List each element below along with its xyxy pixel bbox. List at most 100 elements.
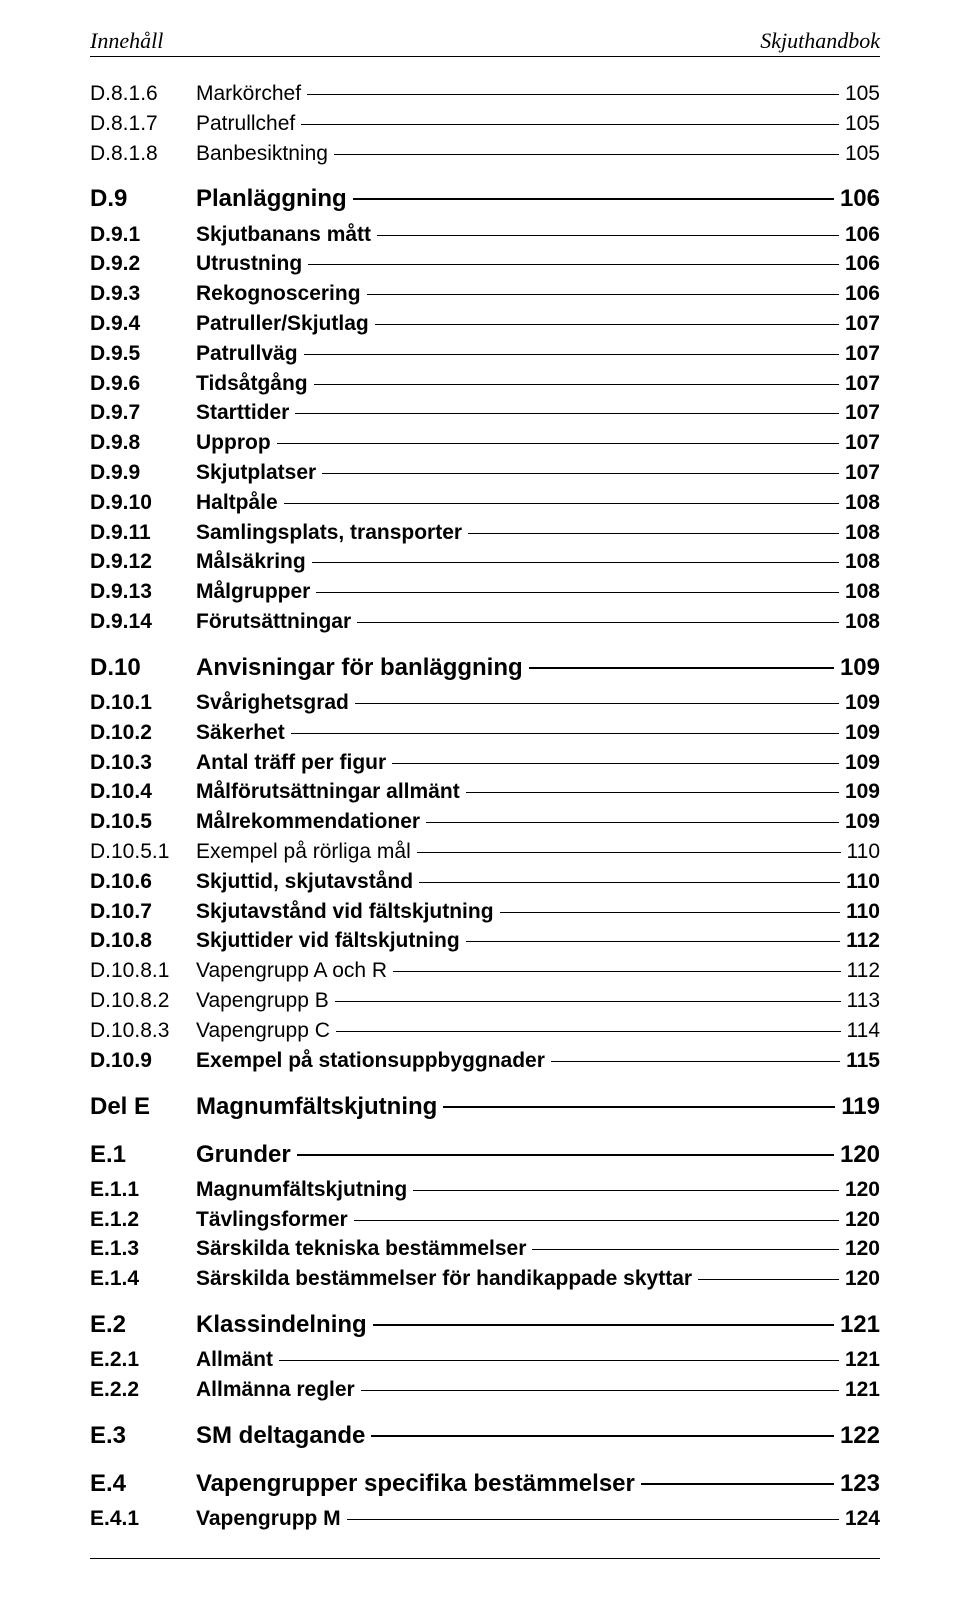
toc-section-number: D.10.4 (90, 777, 196, 807)
toc-row: D.10.3Antal träff per figur109 (90, 748, 880, 778)
toc-page-number: 108 (841, 488, 880, 518)
toc-leader-line (314, 384, 839, 385)
toc-page-number: 108 (841, 607, 880, 637)
toc-row: D.9.12Målsäkring108 (90, 547, 880, 577)
toc-leader-line (354, 1220, 839, 1221)
toc-section-title: Banbesiktning (196, 139, 332, 169)
toc-page-number: 112 (843, 956, 880, 986)
toc-leader-line (413, 1190, 839, 1191)
toc-page-number: 124 (841, 1504, 880, 1534)
toc-section-number: Del E (90, 1090, 196, 1124)
toc-section-number: D.9.14 (90, 607, 196, 637)
toc-section-number: D.10.5 (90, 807, 196, 837)
toc-leader-line (304, 354, 839, 355)
toc-row: D.9.3Rekognoscering106 (90, 279, 880, 309)
toc-section-title: Allmänt (196, 1345, 277, 1375)
toc-row: E.2Klassindelning121 (90, 1308, 880, 1342)
toc-leader-line (426, 822, 839, 823)
toc-list: D.8.1.6Markörchef 105D.8.1.7Patrullchef10… (90, 79, 880, 1534)
toc-section-number: D.10.1 (90, 688, 196, 718)
toc-row: D.9.1Skjutbanans mått106 (90, 220, 880, 250)
toc-section-title: Magnumfältskjutning (196, 1090, 441, 1124)
toc-leader-line (500, 912, 841, 913)
toc-row: D.10.7Skjutavstånd vid fältskjutning110 (90, 897, 880, 927)
toc-page-number: 105 (841, 139, 880, 169)
toc-section-title: Haltpåle (196, 488, 282, 518)
toc-section-title: Vapengrupp C (196, 1016, 334, 1046)
toc-leader-line (443, 1106, 835, 1108)
toc-section-title: Tävlingsformer (196, 1205, 352, 1235)
toc-row: D.9.7Starttider107 (90, 398, 880, 428)
toc-row: D.9.8Upprop107 (90, 428, 880, 458)
toc-row: E.1.1Magnumfältskjutning120 (90, 1175, 880, 1205)
toc-leader-line (297, 1154, 834, 1156)
toc-section-title: Rekognoscering (196, 279, 365, 309)
toc-section-title: Markörchef (196, 79, 305, 109)
toc-section-number: E.4 (90, 1467, 196, 1501)
toc-section-title: Skjutplatser (196, 458, 320, 488)
toc-section-title: Anvisningar för banläggning (196, 651, 527, 685)
toc-section-title: Svårighetsgrad (196, 688, 353, 718)
toc-leader-line (347, 1519, 839, 1520)
toc-page-number: 105 (841, 109, 880, 139)
toc-leader-line (641, 1483, 834, 1485)
toc-row: D.8.1.7Patrullchef105 (90, 109, 880, 139)
toc-section-number: D.8.1.6 (90, 79, 196, 109)
toc-section-number: D.10.7 (90, 897, 196, 927)
toc-row: D.10.9Exempel på stationsuppbyggnader115 (90, 1046, 880, 1076)
toc-section-title: Planläggning (196, 182, 351, 216)
toc-section-title: Vapengrupper specifika bestämmelser (196, 1467, 639, 1501)
toc-section-number: D.9.8 (90, 428, 196, 458)
toc-section-title: Vapengrupp A och R (196, 956, 391, 986)
toc-section-number: E.4.1 (90, 1504, 196, 1534)
toc-section-number: D.10.2 (90, 718, 196, 748)
toc-section-number: E.2 (90, 1308, 196, 1342)
toc-section-number: D.10.8.3 (90, 1016, 196, 1046)
toc-page-number: 105 (841, 79, 880, 109)
toc-section-title: Skjuttid, skjutavstånd (196, 867, 417, 897)
toc-row: D.10.8.1Vapengrupp A och R112 (90, 956, 880, 986)
toc-row: D.10.1Svårighetsgrad 109 (90, 688, 880, 718)
toc-page-number: 107 (841, 339, 880, 369)
toc-page-number: 106 (841, 279, 880, 309)
toc-row: D.10.4Målförutsättningar allmänt109 (90, 777, 880, 807)
toc-row: D.10Anvisningar för banläggning109 (90, 651, 880, 685)
toc-page-number: 120 (841, 1205, 880, 1235)
toc-page-number: 121 (841, 1345, 880, 1375)
toc-leader-line (307, 94, 839, 95)
toc-leader-line (312, 562, 839, 563)
toc-leader-line (335, 1001, 841, 1002)
toc-row: D.10.5Målrekommendationer109 (90, 807, 880, 837)
toc-row: D.10.8.2Vapengrupp B113 (90, 986, 880, 1016)
toc-page-number: 106 (841, 220, 880, 250)
toc-leader-line (361, 1390, 839, 1391)
toc-section-number: D.10.9 (90, 1046, 196, 1076)
toc-leader-line (532, 1249, 839, 1250)
toc-page-number: 107 (841, 369, 880, 399)
toc-page-number: 120 (841, 1175, 880, 1205)
toc-leader-line (357, 622, 839, 623)
toc-section-number: D.9.12 (90, 547, 196, 577)
toc-leader-line (375, 324, 839, 325)
toc-leader-line (551, 1061, 840, 1062)
toc-page-number: 120 (841, 1264, 880, 1294)
toc-section-number: E.2.2 (90, 1375, 196, 1405)
toc-leader-line (373, 1324, 834, 1326)
toc-row: D.9.11Samlingsplats, transporter108 (90, 518, 880, 548)
toc-leader-line (355, 703, 839, 704)
toc-section-number: D.9.7 (90, 398, 196, 428)
toc-section-title: Säkerhet (196, 718, 289, 748)
toc-page-number: 110 (842, 867, 880, 897)
toc-leader-line (529, 667, 834, 669)
toc-leader-line (419, 882, 840, 883)
toc-page-number: 109 (841, 688, 880, 718)
toc-page-number: 106 (836, 182, 880, 216)
toc-section-number: D.9.9 (90, 458, 196, 488)
header-left: Innehåll (90, 28, 163, 54)
toc-section-number: D.9.4 (90, 309, 196, 339)
toc-leader-line (367, 294, 839, 295)
toc-leader-line (393, 971, 840, 972)
toc-page-number: 109 (841, 748, 880, 778)
toc-section-title: Skjutbanans mått (196, 220, 375, 250)
toc-row: D.9.13Målgrupper108 (90, 577, 880, 607)
